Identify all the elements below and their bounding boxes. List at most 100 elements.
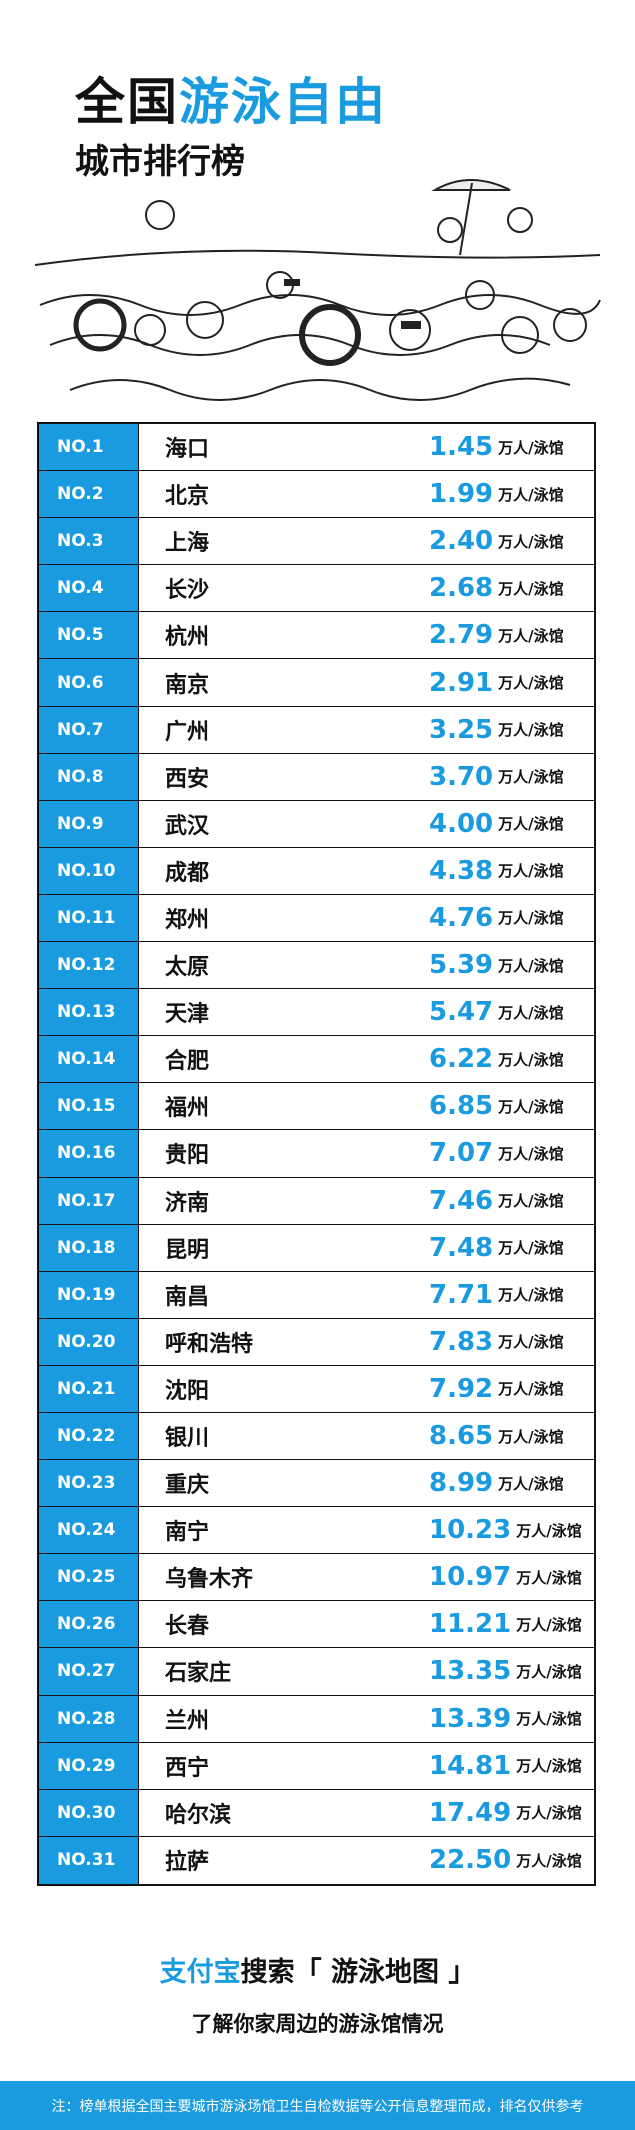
value-cell: 6.85 万人/泳馆 bbox=[429, 1083, 564, 1129]
table-row: NO.18 昆明 7.48 万人/泳馆 bbox=[39, 1224, 594, 1272]
unit: 万人/泳馆 bbox=[498, 956, 564, 975]
value-cell: 5.47 万人/泳馆 bbox=[429, 989, 564, 1035]
unit: 万人/泳馆 bbox=[516, 1710, 582, 1729]
table-row: NO.22 银川 8.65 万人/泳馆 bbox=[39, 1412, 594, 1461]
value: 13.39 bbox=[429, 1703, 512, 1734]
table-row: NO.10 成都 4.38 万人/泳馆 bbox=[39, 847, 594, 895]
city: 沈阳 bbox=[165, 1378, 210, 1404]
value: 14.81 bbox=[429, 1750, 512, 1781]
value: 3.70 bbox=[429, 761, 494, 792]
table-row: NO.16 贵阳 7.07 万人/泳馆 bbox=[39, 1130, 594, 1178]
value: 2.68 bbox=[429, 573, 494, 604]
unit: 万人/泳馆 bbox=[498, 1239, 564, 1258]
rank: NO.5 bbox=[39, 612, 139, 659]
unit: 万人/泳馆 bbox=[498, 579, 564, 598]
city: 拉萨 bbox=[165, 1850, 210, 1876]
rank: NO.14 bbox=[39, 1036, 139, 1083]
value: 2.40 bbox=[429, 526, 494, 557]
unit: 万人/泳馆 bbox=[498, 909, 564, 928]
table-row: NO.23 重庆 8.99 万人/泳馆 bbox=[39, 1460, 594, 1508]
value: 8.65 bbox=[429, 1421, 494, 1452]
unit: 万人/泳馆 bbox=[516, 1568, 582, 1587]
value-cell: 2.40 万人/泳馆 bbox=[429, 518, 564, 564]
unit: 万人/泳馆 bbox=[498, 1333, 564, 1352]
table-row: NO.7 广州 3.25 万人/泳馆 bbox=[39, 706, 594, 754]
value: 10.23 bbox=[429, 1515, 512, 1546]
rank: NO.1 bbox=[39, 424, 139, 471]
rank: NO.6 bbox=[39, 659, 139, 706]
table-row: NO.3 上海 2.40 万人/泳馆 bbox=[39, 518, 594, 566]
rank: NO.28 bbox=[39, 1695, 139, 1742]
value-cell: 11.21 万人/泳馆 bbox=[429, 1601, 582, 1647]
unit: 万人/泳馆 bbox=[516, 1804, 582, 1823]
rank: NO.16 bbox=[39, 1130, 139, 1177]
city: 乌鲁木齐 bbox=[165, 1567, 254, 1593]
table-row: NO.12 太原 5.39 万人/泳馆 bbox=[39, 942, 594, 990]
table-row: NO.21 沈阳 7.92 万人/泳馆 bbox=[39, 1365, 594, 1413]
table-row: NO.17 济南 7.46 万人/泳馆 bbox=[39, 1177, 594, 1225]
value: 22.50 bbox=[429, 1845, 512, 1876]
value: 10.97 bbox=[429, 1562, 512, 1593]
value-cell: 7.07 万人/泳馆 bbox=[429, 1130, 564, 1176]
title-black: 全国 bbox=[75, 73, 179, 131]
table-row: NO.9 武汉 4.00 万人/泳馆 bbox=[39, 800, 594, 848]
city: 济南 bbox=[165, 1190, 210, 1216]
rank: NO.11 bbox=[39, 894, 139, 942]
rank: NO.20 bbox=[39, 1318, 139, 1365]
table-row: NO.6 南京 2.91 万人/泳馆 bbox=[39, 659, 594, 707]
unit: 万人/泳馆 bbox=[498, 1380, 564, 1399]
city: 西宁 bbox=[165, 1755, 210, 1781]
table-row: NO.31 拉萨 22.50 万人/泳馆 bbox=[39, 1836, 594, 1884]
value: 11.21 bbox=[429, 1609, 512, 1640]
value: 7.92 bbox=[429, 1373, 494, 1404]
value: 7.48 bbox=[429, 1232, 494, 1263]
ranking-table: NO.1 海口 1.45 万人/泳馆 NO.2 北京 1.99 万人/泳馆 NO.3 上海 2.40… bbox=[37, 422, 596, 1886]
value-cell: 7.48 万人/泳馆 bbox=[429, 1225, 564, 1271]
rank: NO.25 bbox=[39, 1554, 139, 1601]
city: 成都 bbox=[165, 860, 210, 886]
city: 昆明 bbox=[165, 1237, 210, 1263]
city: 石家庄 bbox=[165, 1661, 232, 1687]
rank: NO.8 bbox=[39, 753, 139, 800]
table-row: NO.26 长春 11.21 万人/泳馆 bbox=[39, 1601, 594, 1649]
city: 南京 bbox=[165, 672, 210, 698]
city: 福州 bbox=[165, 1096, 210, 1122]
city: 长春 bbox=[165, 1614, 210, 1640]
value-cell: 4.38 万人/泳馆 bbox=[429, 848, 564, 894]
value: 6.22 bbox=[429, 1044, 494, 1075]
city: 西安 bbox=[165, 766, 210, 792]
unit: 万人/泳馆 bbox=[498, 532, 564, 551]
table-row: NO.5 杭州 2.79 万人/泳馆 bbox=[39, 612, 594, 660]
value: 3.25 bbox=[429, 714, 494, 745]
illustration bbox=[34, 179, 601, 401]
value: 4.76 bbox=[429, 902, 494, 933]
value-cell: 10.23 万人/泳馆 bbox=[429, 1507, 582, 1553]
value-cell: 4.76 万人/泳馆 bbox=[429, 895, 564, 941]
table-row: NO.8 西安 3.70 万人/泳馆 bbox=[39, 753, 594, 801]
value: 13.35 bbox=[429, 1656, 512, 1687]
rank: NO.15 bbox=[39, 1083, 139, 1130]
city: 杭州 bbox=[165, 625, 210, 651]
rank: NO.12 bbox=[39, 942, 139, 989]
city: 南昌 bbox=[165, 1284, 210, 1310]
value-cell: 8.65 万人/泳馆 bbox=[429, 1413, 564, 1459]
table-row: NO.14 合肥 6.22 万人/泳馆 bbox=[39, 1036, 594, 1084]
city: 广州 bbox=[165, 719, 210, 745]
value: 8.99 bbox=[429, 1468, 494, 1499]
value-cell: 2.68 万人/泳馆 bbox=[429, 565, 564, 611]
value: 5.39 bbox=[429, 950, 494, 981]
value-cell: 7.71 万人/泳馆 bbox=[429, 1272, 564, 1318]
note-bar: 注：榜单根据全国主要城市游泳场馆卫生自检数据等公开信息整理而成，排名仅供参考 bbox=[0, 2081, 635, 2130]
rank: NO.17 bbox=[39, 1177, 139, 1224]
city: 上海 bbox=[165, 531, 210, 557]
value: 17.49 bbox=[429, 1797, 512, 1828]
unit: 万人/泳馆 bbox=[498, 1050, 564, 1069]
table-row: NO.15 福州 6.85 万人/泳馆 bbox=[39, 1083, 594, 1131]
value: 1.45 bbox=[429, 432, 494, 463]
value: 4.00 bbox=[429, 808, 494, 839]
rank: NO.19 bbox=[39, 1271, 139, 1318]
table-row: NO.27 石家庄 13.35 万人/泳馆 bbox=[39, 1648, 594, 1696]
unit: 万人/泳馆 bbox=[516, 1615, 582, 1634]
value-cell: 7.83 万人/泳馆 bbox=[429, 1319, 564, 1365]
